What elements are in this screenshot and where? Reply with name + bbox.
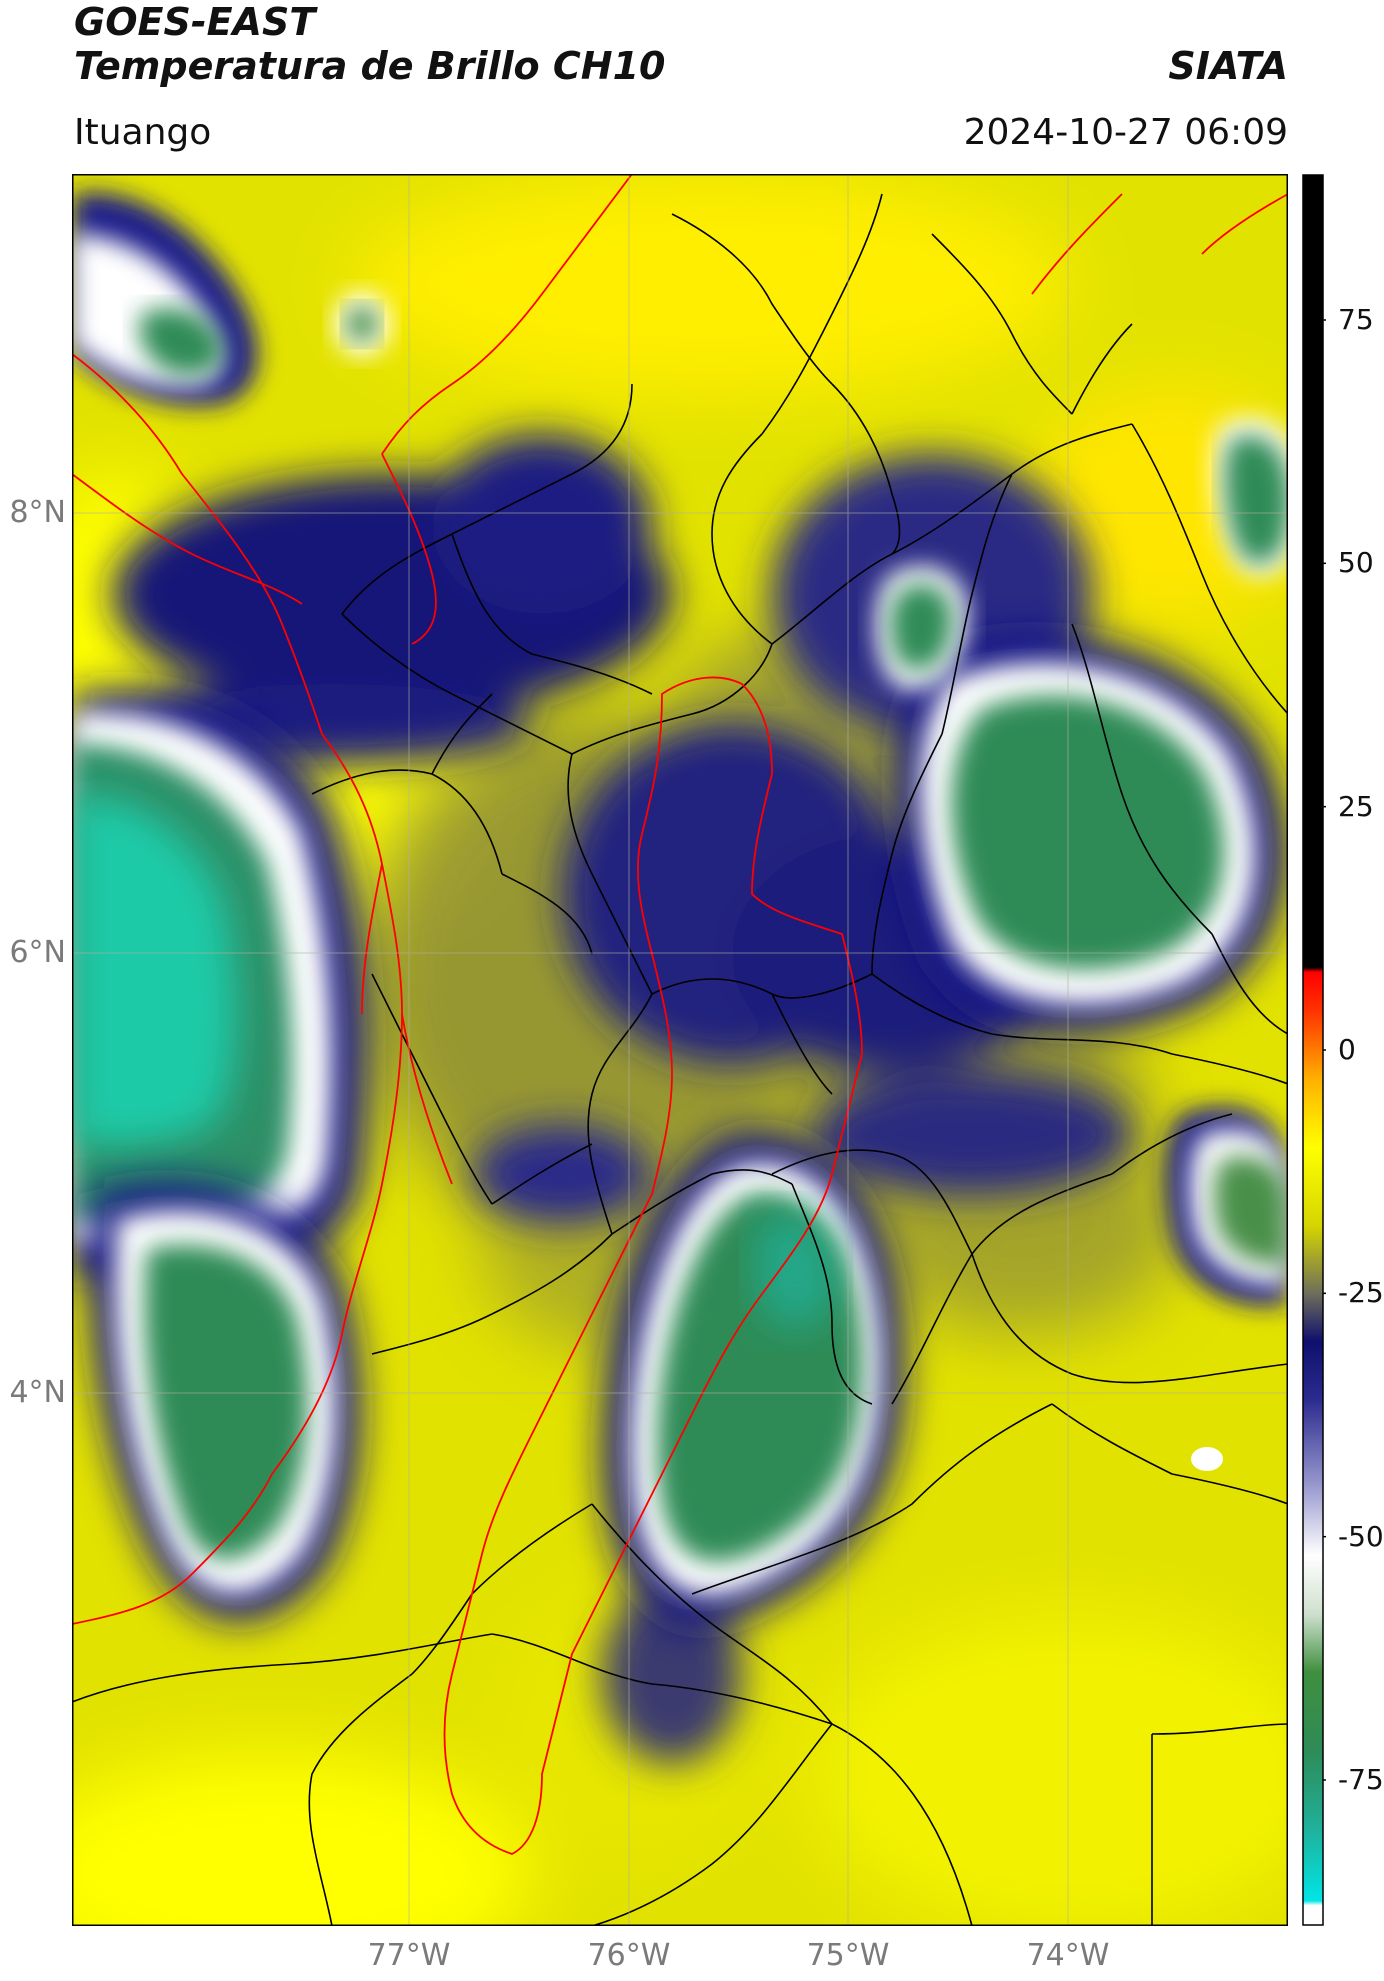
timestamp-label: 2024-10-27 06:09 <box>963 112 1288 153</box>
graticule <box>72 174 1288 1926</box>
cloud-core-pacific-west <box>72 690 368 1276</box>
red-outlines <box>72 174 1288 1855</box>
colorbar-tick-label: 0 <box>1338 1033 1356 1066</box>
colorbar-tick-label: 75 <box>1338 303 1374 336</box>
colorbar-tick-label: 50 <box>1338 546 1374 580</box>
cloud-core-northeast <box>894 634 1287 1032</box>
cloud-core-magdalena-valley <box>603 1131 904 1627</box>
cloud-core-caribbean-northeast <box>1212 417 1288 577</box>
lat-tick-label: 6°N <box>9 935 66 970</box>
small-cloud-east <box>1191 1447 1223 1471</box>
cloud-core-east-edge <box>1165 1106 1288 1306</box>
lat-tick-label: 4°N <box>9 1375 66 1410</box>
cloud-core-northwest <box>72 192 390 406</box>
highlighted-region-outline <box>443 676 863 1855</box>
satellite-title: GOES-EAST <box>74 0 316 44</box>
colorbar-tick-label: -25 <box>1338 1276 1384 1310</box>
lon-tick-label: 77°W <box>367 1938 451 1973</box>
political-boundaries <box>72 193 1288 1926</box>
cloud-core-pacific-southwest <box>90 1182 360 1621</box>
cloud-core-north-east-small <box>875 566 968 690</box>
lon-tick-label: 75°W <box>806 1938 890 1973</box>
brightness-temperature-map <box>72 174 1288 1926</box>
colorbar <box>1302 174 1326 1926</box>
colorbar-tick-label: -50 <box>1338 1519 1384 1553</box>
colorbar-tick-label: -75 <box>1338 1763 1384 1796</box>
colorbar-gradient <box>1302 174 1324 1926</box>
lon-tick-label: 76°W <box>587 1938 671 1973</box>
lat-tick-label: 8°N <box>9 495 66 530</box>
location-label: Ituango <box>74 112 212 153</box>
organization-label: SIATA <box>1168 44 1288 88</box>
map-frame <box>72 174 1288 1926</box>
product-title: Temperatura de Brillo CH10 <box>74 44 666 88</box>
lon-tick-label: 74°W <box>1026 1938 1110 1973</box>
colorbar-tick-label: 25 <box>1338 789 1374 823</box>
